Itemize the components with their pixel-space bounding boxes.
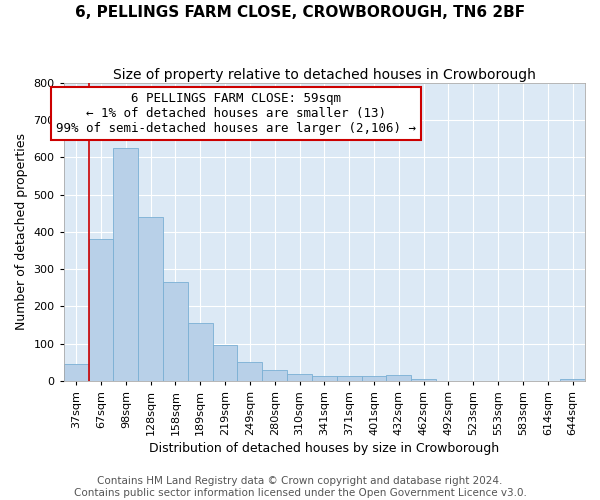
Bar <box>362 376 386 381</box>
Bar <box>337 376 362 381</box>
Bar <box>411 379 436 381</box>
Title: Size of property relative to detached houses in Crowborough: Size of property relative to detached ho… <box>113 68 536 82</box>
Bar <box>287 374 312 381</box>
Bar <box>89 239 113 381</box>
Bar <box>312 376 337 381</box>
Bar <box>138 217 163 381</box>
Bar <box>188 323 212 381</box>
Text: 6 PELLINGS FARM CLOSE: 59sqm
← 1% of detached houses are smaller (13)
99% of sem: 6 PELLINGS FARM CLOSE: 59sqm ← 1% of det… <box>56 92 416 134</box>
Bar <box>113 148 138 381</box>
Bar <box>386 376 411 381</box>
Text: 6, PELLINGS FARM CLOSE, CROWBOROUGH, TN6 2BF: 6, PELLINGS FARM CLOSE, CROWBOROUGH, TN6… <box>75 5 525 20</box>
Bar <box>212 346 238 381</box>
Y-axis label: Number of detached properties: Number of detached properties <box>15 134 28 330</box>
Bar <box>238 362 262 381</box>
X-axis label: Distribution of detached houses by size in Crowborough: Distribution of detached houses by size … <box>149 442 499 455</box>
Bar <box>560 379 585 381</box>
Bar <box>64 364 89 381</box>
Bar <box>262 370 287 381</box>
Bar <box>163 282 188 381</box>
Text: Contains HM Land Registry data © Crown copyright and database right 2024.
Contai: Contains HM Land Registry data © Crown c… <box>74 476 526 498</box>
